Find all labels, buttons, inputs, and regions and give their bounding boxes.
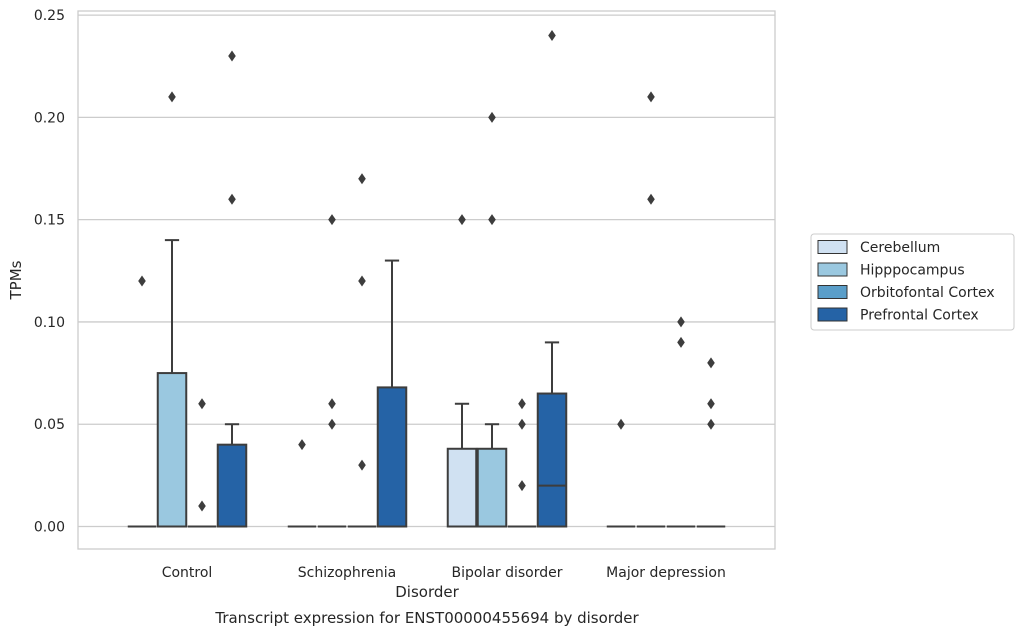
y-tick-label: 0.25 (34, 8, 65, 24)
outlier-point (228, 193, 236, 205)
outlier-point (168, 91, 176, 103)
box (476, 447, 508, 528)
outlier-point (228, 50, 236, 62)
legend-swatch (817, 262, 848, 277)
legend-frame (810, 233, 1015, 331)
y-tick-label: 0.10 (34, 315, 65, 331)
box-group (507, 398, 537, 528)
y-axis-ticks: 0.00 0.05 0.10 0.15 0.20 0.25 (34, 8, 65, 535)
x-tick-label: Bipolar disorder (451, 565, 562, 581)
legend-swatch (817, 307, 848, 322)
outlier-point (707, 418, 715, 430)
x-axis-label: Disorder (395, 583, 459, 601)
box-group (187, 398, 217, 528)
box-group (287, 439, 317, 528)
y-tick-label: 0.05 (34, 417, 65, 433)
y-axis-label: TPMs (7, 260, 25, 300)
legend-label: Hipppocampus (860, 263, 965, 279)
box (536, 392, 568, 528)
y-tick-label: 0.15 (34, 213, 65, 229)
chart-title: Transcript expression for ENST0000045569… (214, 609, 639, 627)
box-group (666, 316, 696, 528)
outlier-point (358, 173, 366, 185)
legend-label: Prefrontal Cortex (860, 308, 979, 324)
box (376, 386, 408, 528)
outlier-point (328, 418, 336, 430)
box-group (216, 50, 248, 528)
box-group (317, 214, 347, 528)
plot-area-frame (77, 10, 776, 550)
x-tick-label: Control (162, 565, 213, 581)
outlier-point (358, 459, 366, 471)
outlier-point (707, 357, 715, 369)
y-tick-label: 0.20 (34, 110, 65, 126)
outlier-point (138, 275, 146, 287)
legend-items: Cerebellum Hipppocampus Orbitofontal Corte… (817, 240, 995, 324)
outlier-point (647, 91, 655, 103)
x-tick-label: Major depression (606, 565, 726, 581)
outlier-point (198, 500, 206, 512)
outlier-point (548, 30, 556, 42)
legend: Cerebellum Hipppocampus Orbitofontal Corte… (810, 233, 1015, 331)
outlier-point (647, 193, 655, 205)
outlier-point (458, 214, 466, 226)
box-group (156, 91, 188, 528)
legend-label: Cerebellum (860, 240, 940, 256)
outlier-point (328, 398, 336, 410)
box-group (446, 214, 478, 528)
outlier-point (488, 214, 496, 226)
box (156, 372, 188, 528)
outlier-point (617, 418, 625, 430)
outlier-point (677, 336, 685, 348)
outlier-point (488, 111, 496, 123)
box-group (376, 259, 408, 528)
outlier-point (328, 214, 336, 226)
box-group (636, 91, 666, 528)
outlier-point (707, 398, 715, 410)
box (446, 447, 478, 528)
legend-label: Orbitofontal Cortex (860, 285, 995, 301)
box-group (476, 111, 508, 528)
outlier-point (358, 275, 366, 287)
box-group (606, 418, 636, 528)
box-group (696, 357, 726, 528)
legend-swatch (817, 285, 848, 299)
legend-swatch (817, 240, 848, 254)
box (216, 443, 248, 528)
outlier-point (677, 316, 685, 328)
outlier-point (518, 418, 526, 430)
box-plots (127, 30, 726, 528)
box-group (127, 275, 157, 528)
outlier-point (518, 398, 526, 410)
y-tick-label: 0.00 (34, 519, 65, 535)
box-group (536, 30, 568, 528)
x-tick-label: Schizophrenia (298, 565, 396, 581)
outlier-point (518, 480, 526, 492)
box-group (347, 173, 377, 528)
outlier-point (198, 398, 206, 410)
outlier-point (298, 439, 306, 451)
x-axis-ticks: Control Schizophrenia Bipolar disorder Majo… (162, 565, 726, 581)
